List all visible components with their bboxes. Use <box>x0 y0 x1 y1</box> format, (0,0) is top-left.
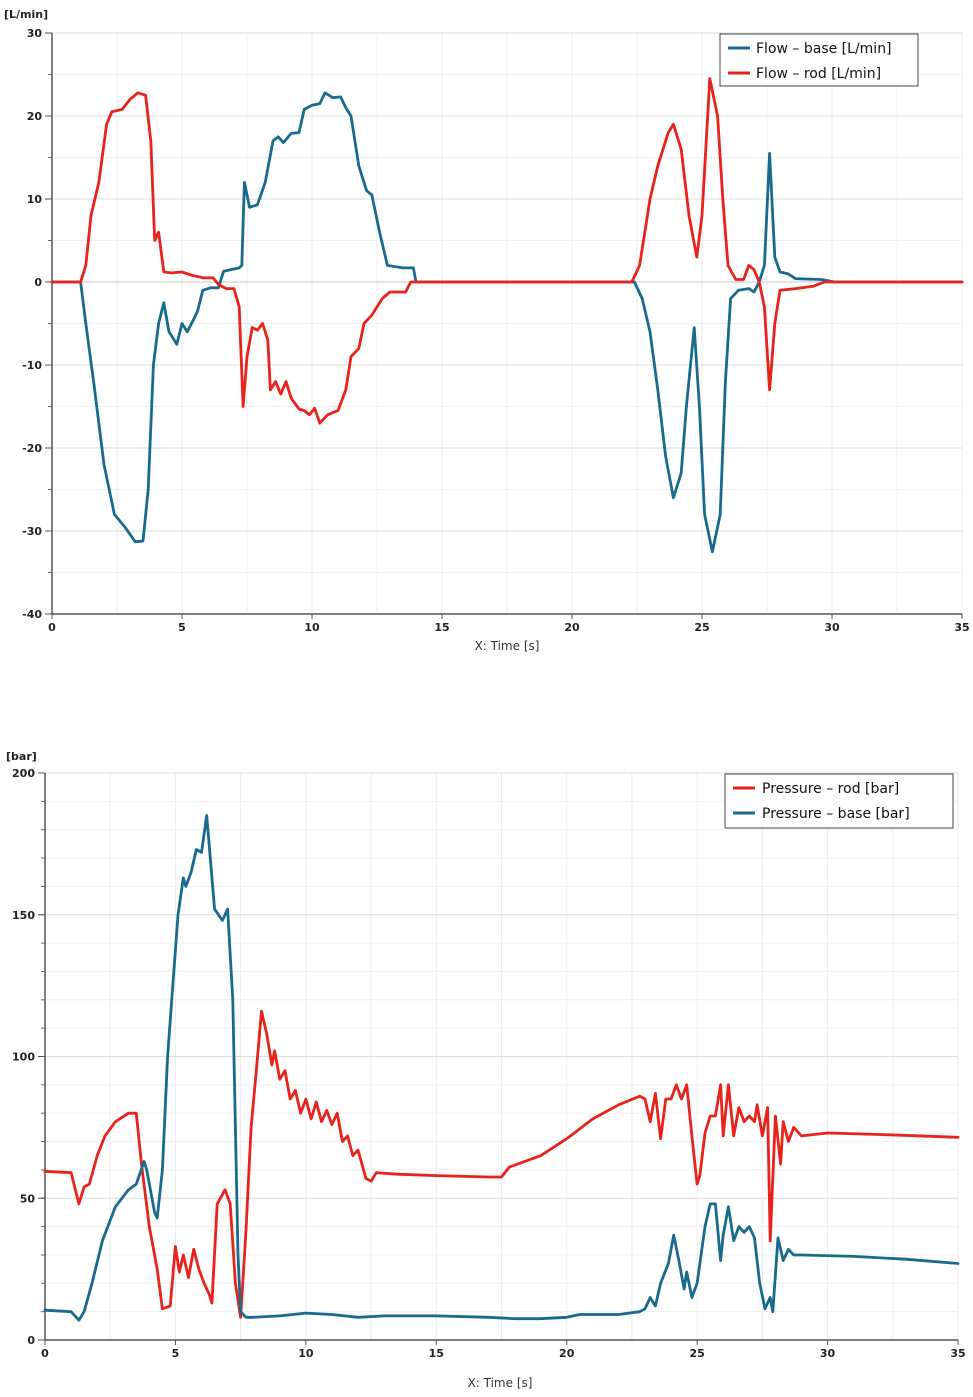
y-tick-label: 20 <box>27 110 43 123</box>
legend-box <box>719 33 919 87</box>
grid: 0 5 10 15 20 25 30 35 0 50 100 150 200 <box>12 767 966 1360</box>
y-tick-label: 10 <box>27 193 43 206</box>
y-tick-label: -10 <box>22 359 42 372</box>
y-tick-label: 30 <box>27 27 43 40</box>
x-axis-label: X: Time [s] <box>468 1376 533 1390</box>
y-tick-label: 200 <box>12 767 35 780</box>
x-tick-label: 0 <box>41 1347 49 1360</box>
x-axis-label: X: Time [s] <box>475 639 540 653</box>
x-tick-label: 30 <box>820 1347 836 1360</box>
legend-label-pressure-rod: Pressure – rod [bar] <box>762 781 899 797</box>
x-tick-label: 10 <box>298 1347 314 1360</box>
y-tick-label: -30 <box>22 525 42 538</box>
grid: 0 5 10 15 20 25 30 35 -40 -30 -20 -10 0 10 20 30 <box>22 27 970 634</box>
x-tick-label: 0 <box>48 621 56 634</box>
legend-label-flow-base: Flow – base [L/min] <box>756 41 892 57</box>
y-tick-label: 0 <box>27 1334 35 1347</box>
legend: Flow – base [L/min] Flow – rod [L/min] <box>719 33 919 87</box>
pressure-chart: 0 5 10 15 20 25 30 35 0 50 100 150 200 [bar] X: Time… <box>6 750 966 1390</box>
x-tick-label: 15 <box>434 621 449 634</box>
y-tick-label: 100 <box>12 1051 35 1064</box>
flow-chart: 0 5 10 15 20 25 30 35 -40 -30 -20 -10 0 10 20 30 [L/min… <box>4 8 970 653</box>
x-tick-label: 25 <box>689 1347 704 1360</box>
y-axis-label: [L/min] <box>4 8 48 21</box>
x-tick-label: 20 <box>564 621 580 634</box>
x-tick-label: 35 <box>950 1347 965 1360</box>
x-tick-label: 5 <box>178 621 186 634</box>
series-line-flow-rod-l-min <box>50 77 964 425</box>
x-tick-label: 5 <box>172 1347 180 1360</box>
x-tick-label: 30 <box>824 621 840 634</box>
x-tick-label: 10 <box>304 621 320 634</box>
y-tick-label: -40 <box>22 608 42 621</box>
x-tick-label: 20 <box>559 1347 575 1360</box>
y-tick-label: 50 <box>20 1192 36 1205</box>
y-tick-label: 0 <box>34 276 42 289</box>
legend-label-flow-rod: Flow – rod [L/min] <box>756 66 881 82</box>
y-tick-label: -20 <box>22 442 42 455</box>
legend: Pressure – rod [bar] Pressure – base [ba… <box>724 773 954 829</box>
x-tick-label: 35 <box>954 621 969 634</box>
series-line-pressure-rod-bar <box>43 1009 960 1319</box>
x-tick-label: 15 <box>429 1347 444 1360</box>
series-line-pressure-base-bar <box>43 814 960 1322</box>
series-line-flow-base-l-min <box>50 91 964 554</box>
x-tick-label: 25 <box>694 621 709 634</box>
legend-box <box>724 773 954 829</box>
y-tick-label: 150 <box>12 909 35 922</box>
y-axis-label: [bar] <box>6 750 37 763</box>
legend-label-pressure-base: Pressure – base [bar] <box>762 806 910 822</box>
